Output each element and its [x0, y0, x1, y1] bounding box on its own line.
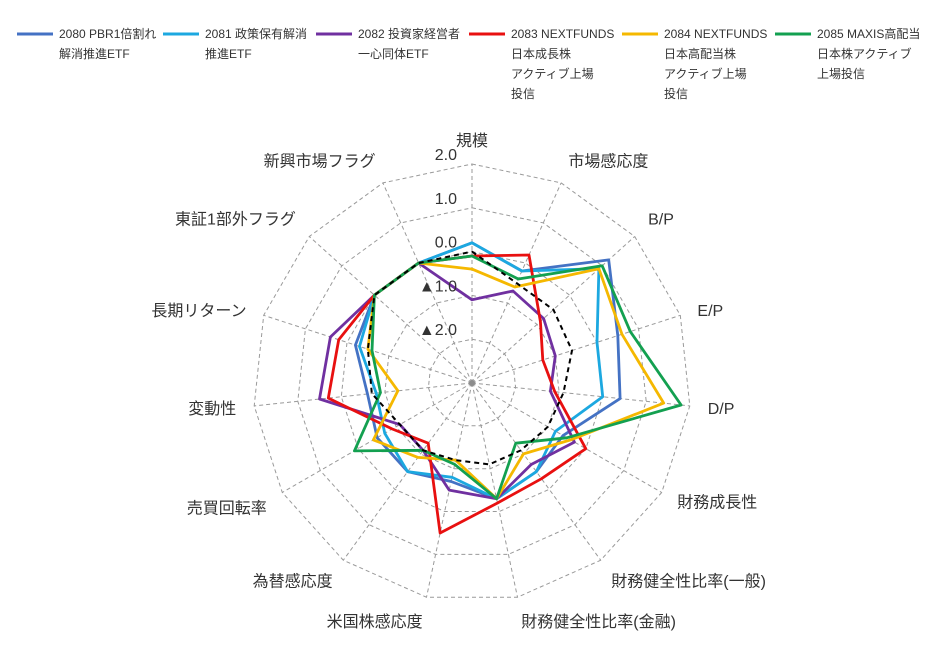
axis-label: 米国株感応度: [327, 613, 423, 631]
grid-spoke: [282, 382, 473, 493]
legend-label: 日本株アクティブ: [817, 46, 912, 61]
series-line: [358, 241, 605, 501]
grid-spoke: [342, 382, 473, 561]
legend-label: 投信: [511, 86, 535, 101]
legend-label: 投信: [664, 86, 688, 101]
axis-label: 長期リターン: [151, 302, 246, 320]
tick-label: ▲2.0: [419, 322, 457, 339]
tick-label: 2.0: [435, 147, 457, 164]
legend-label: 解消推進ETF: [59, 47, 130, 61]
tick-label: 1.0: [435, 191, 457, 208]
series-line: [326, 253, 588, 535]
axis-label: 財務健全性比率(一般): [611, 573, 766, 591]
axis-label: 財務健全性比率(金融): [521, 613, 676, 631]
legend-label: アクティブ上場: [664, 66, 747, 81]
tick-labels: 2.0 1.0 0.0 ▲1.0 ▲2.0: [419, 147, 457, 339]
legend-label: 日本成長株: [511, 46, 571, 61]
axis-label: E/P: [697, 303, 723, 320]
series-line: [318, 261, 576, 501]
legend-label: アクティブ上場: [511, 66, 594, 81]
grid-spoke: [308, 236, 473, 384]
axis-label: 新興市場フラグ: [264, 153, 376, 171]
grid-spoke: [263, 314, 473, 384]
legend-label: 上場投信: [817, 66, 865, 81]
grid-spoke: [471, 314, 681, 384]
axis-label: 財務成長性: [677, 494, 757, 512]
legend-label: 推進ETF: [205, 47, 252, 61]
legend-label: 日本高配当株: [664, 46, 736, 61]
axis-label: 規模: [456, 132, 488, 150]
grid-spoke: [426, 382, 473, 598]
axis-label: 東証1部外フラグ: [175, 210, 296, 228]
series-line: [353, 241, 622, 501]
axis-label: 為替感応度: [253, 573, 333, 591]
legend-label: 2085 MAXIS高配当: [817, 26, 920, 41]
grid-spoke: [254, 382, 473, 407]
series-line: [352, 254, 683, 501]
series-line: [366, 261, 666, 501]
grid-ring: [253, 163, 691, 598]
legend-label: 2083 NEXTFUNDS: [511, 27, 614, 41]
legend-label: 2081 政策保有解消: [205, 27, 307, 41]
grid-ring: [297, 207, 647, 555]
grid-spoke: [471, 382, 602, 561]
axis-label: 売買回転率: [187, 500, 267, 518]
grid-spoke: [471, 382, 518, 598]
grid-ring: [427, 338, 517, 427]
grid-spoke: [471, 182, 562, 384]
grid-spoke: [471, 382, 690, 407]
grid-spoke: [382, 182, 473, 384]
legend-label: 一心同体ETF: [358, 47, 429, 61]
grid-ring: [340, 251, 604, 512]
axis-label: D/P: [708, 401, 735, 418]
grid-spoke: [471, 382, 662, 493]
series-layer: [318, 241, 683, 535]
tick-label: 0.0: [435, 235, 457, 252]
legend-label: 2084 NEXTFUNDS: [664, 27, 767, 41]
center-dot: [469, 380, 475, 386]
tick-label: ▲1.0: [419, 278, 457, 295]
grid-ring: [384, 294, 560, 470]
axis-label: B/P: [648, 211, 674, 228]
legend-label: 2082 投資家経営者: [358, 26, 460, 41]
axis-label: 変動性: [188, 400, 236, 418]
radar-grid: [253, 163, 691, 598]
axis-label: 市場感応度: [568, 153, 648, 171]
legend-label: 2080 PBR1倍割れ: [59, 26, 156, 41]
